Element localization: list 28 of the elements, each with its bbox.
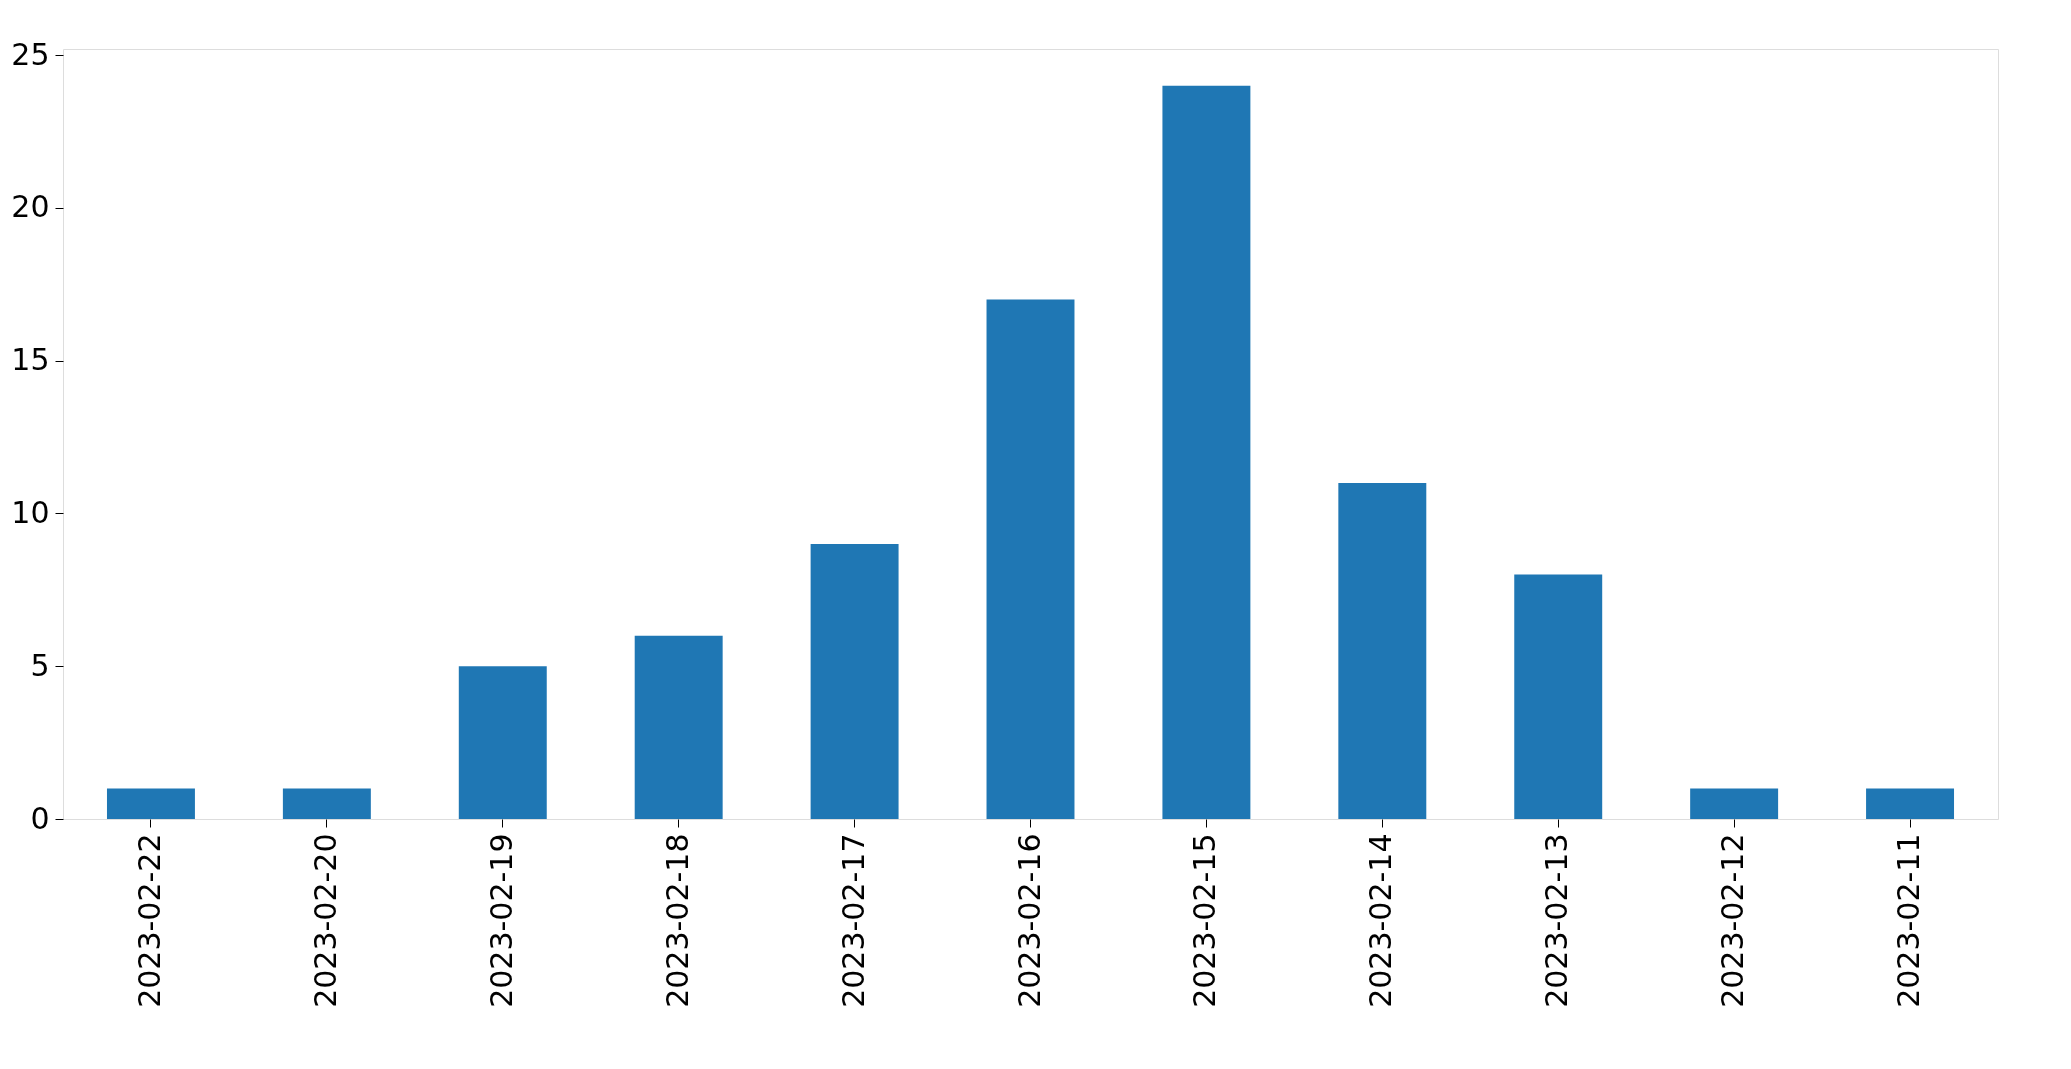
bar: [986, 299, 1075, 819]
bar: [810, 544, 899, 819]
y-tick-label: 0: [30, 800, 50, 836]
x-tick-label: 2023-02-11: [1891, 833, 1927, 1008]
x-tick-label: 2023-02-17: [835, 833, 871, 1008]
y-tick-label: 20: [11, 189, 50, 225]
x-tick-label: 2023-02-13: [1539, 833, 1575, 1008]
bar: [282, 788, 371, 819]
y-tick-label: 15: [11, 342, 50, 378]
x-tick-label: 2023-02-22: [131, 833, 167, 1008]
bar: [458, 666, 547, 819]
x-tick-label: 2023-02-18: [659, 833, 695, 1008]
x-tick-label: 2023-02-12: [1715, 833, 1751, 1008]
x-tick-label: 2023-02-19: [483, 833, 519, 1008]
bar: [1690, 788, 1779, 819]
bar: [1162, 85, 1251, 819]
bar: [1338, 482, 1427, 819]
bar: [1514, 574, 1603, 819]
y-tick-label: 5: [30, 647, 50, 683]
y-tick-label: 10: [11, 494, 50, 530]
bar: [634, 635, 723, 819]
x-tick-label: 2023-02-16: [1011, 833, 1047, 1008]
x-tick-label: 2023-02-15: [1187, 833, 1223, 1008]
x-tick-label: 2023-02-14: [1363, 833, 1399, 1008]
x-tick-label: 2023-02-20: [307, 833, 343, 1008]
bar: [106, 788, 195, 819]
bar: [1866, 788, 1955, 819]
y-tick-label: 25: [11, 36, 50, 72]
